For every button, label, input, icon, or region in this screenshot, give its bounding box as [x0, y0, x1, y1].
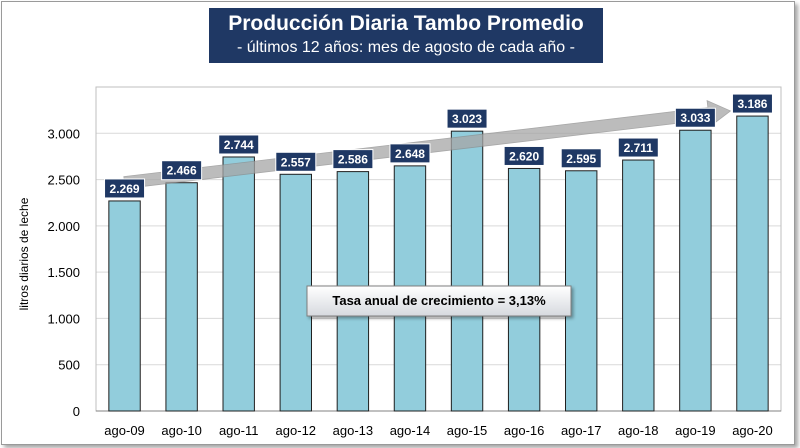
data-label: 3.186	[737, 97, 767, 111]
data-label-box	[104, 178, 146, 199]
data-label-box	[617, 137, 659, 158]
plot-area	[95, 86, 782, 412]
bar-ago-19	[679, 129, 712, 412]
chart-subtitle: - últimos 12 años: mes de agosto de cada…	[237, 39, 575, 56]
bar-ago-18	[622, 159, 655, 412]
data-label: 3.033	[680, 111, 710, 125]
y-tick-label: 1.000	[47, 311, 80, 326]
bar-ago-11	[222, 156, 255, 412]
x-tick-label: ago-17	[561, 423, 601, 438]
y-tick-label: 3.000	[47, 126, 80, 141]
y-tick-label: 1.500	[47, 265, 80, 280]
bar-ago-15	[450, 130, 484, 412]
growth-annotation: Tasa anual de crecimiento = 3,13%	[306, 285, 572, 317]
data-label: 2.595	[566, 152, 596, 166]
annotation-text: Tasa anual de crecimiento = 3,13%	[332, 293, 546, 308]
data-label: 2.269	[110, 182, 140, 196]
data-label: 2.586	[338, 153, 368, 167]
data-label: 2.466	[167, 164, 197, 178]
bar-ago-09	[108, 200, 141, 412]
x-tick-label: ago-18	[618, 423, 658, 438]
data-label-box	[389, 143, 431, 164]
annotation-box	[306, 285, 572, 317]
y-tick-label: 2.000	[47, 219, 80, 234]
data-label-box	[218, 134, 260, 155]
x-tick-label: ago-15	[447, 423, 487, 438]
x-tick-label: ago-16	[504, 423, 544, 438]
data-label: 2.620	[509, 149, 539, 163]
chart-title-box: Producción Diaria Tambo Promedio - últim…	[209, 8, 603, 63]
data-label-box	[332, 149, 374, 170]
data-label: 2.711	[624, 141, 654, 155]
chart-title: Producción Diaria Tambo Promedio	[228, 12, 584, 35]
data-label-box	[275, 151, 317, 172]
data-label-box	[674, 107, 716, 128]
gridlines	[96, 86, 781, 366]
y-tick-label: 500	[58, 358, 80, 373]
x-tick-label: ago-13	[333, 423, 373, 438]
data-label-box	[161, 160, 203, 181]
x-tick-label: ago-12	[276, 423, 316, 438]
x-tick-label: ago-11	[219, 423, 259, 438]
bar-ago-20	[736, 115, 769, 412]
data-label: 2.557	[281, 155, 311, 169]
y-tick-label: 0	[73, 404, 80, 419]
data-label-box	[731, 93, 773, 114]
data-label-box	[446, 108, 488, 129]
x-tick-label: ago-10	[161, 423, 201, 438]
data-label-box	[503, 145, 545, 166]
axes: 0 500 1.000 1.500 2.000 2.500 3.000 ago-09 ago-1…	[47, 86, 782, 438]
x-tick-label: ago-19	[675, 423, 715, 438]
x-tick-label: ago-14	[390, 423, 430, 438]
y-axis-label: litros diarios de leche	[17, 197, 31, 310]
bar-ago-10	[165, 182, 198, 412]
data-label: 3.023	[452, 112, 482, 126]
y-tick-label: 2.500	[47, 173, 80, 188]
bar-ago-12	[279, 173, 312, 412]
x-tick-label: ago-20	[732, 423, 772, 438]
data-label-box	[560, 148, 602, 169]
data-label: 2.744	[224, 138, 254, 152]
x-tick-label: ago-09	[104, 423, 144, 438]
data-label: 2.648	[395, 147, 425, 161]
data-labels: 2.269 2.466 2.744 2.557 2.586 2.648 3.023 2.620…	[104, 93, 773, 199]
bars	[108, 115, 769, 412]
